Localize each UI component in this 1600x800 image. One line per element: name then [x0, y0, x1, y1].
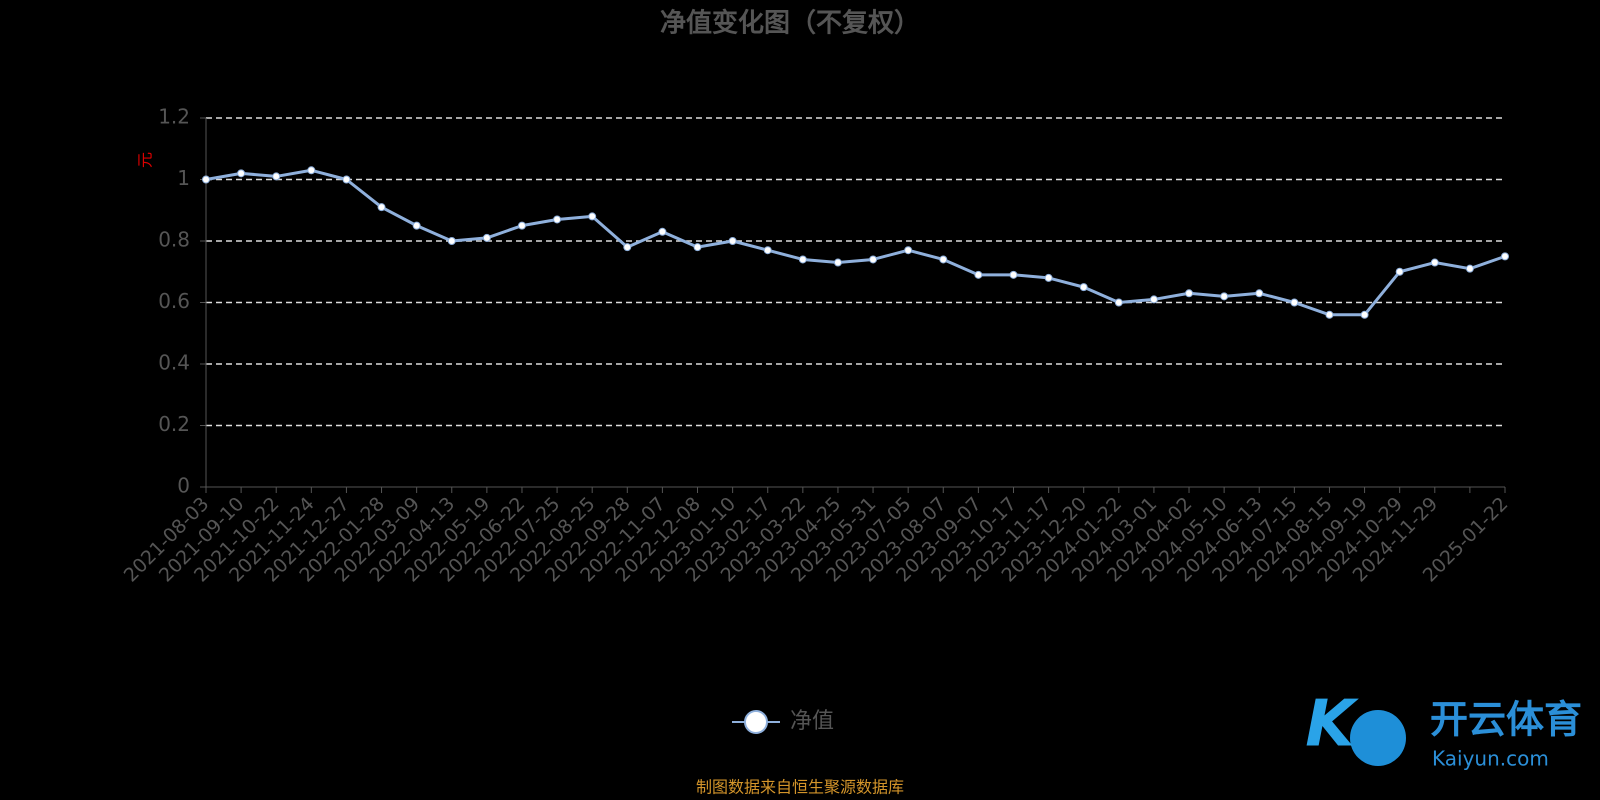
data-point — [869, 255, 878, 264]
data-point — [377, 203, 386, 212]
data-point — [342, 175, 351, 184]
y-tick-label: 1.2 — [158, 105, 190, 129]
data-point — [728, 237, 737, 245]
y-tick-label: 0 — [177, 474, 190, 498]
data-point — [1185, 289, 1194, 298]
data-point — [1079, 283, 1088, 292]
data-point — [1290, 298, 1299, 307]
legend-label: 净值 — [790, 709, 834, 734]
source-note: 制图数据来自恒生聚源数据库 — [696, 778, 904, 797]
data-point — [833, 258, 842, 267]
logo-ball — [1350, 710, 1406, 766]
data-point — [237, 169, 246, 178]
data-point — [482, 233, 491, 242]
data-point — [939, 255, 948, 264]
data-point — [553, 215, 562, 224]
data-point — [658, 227, 667, 236]
data-point — [623, 243, 632, 252]
watermark-brand: 开云体育 — [1430, 698, 1582, 742]
data-point — [202, 175, 210, 184]
data-point — [307, 166, 316, 175]
data-point — [1009, 270, 1018, 279]
y-tick-label: 0.8 — [158, 228, 190, 252]
data-point — [1360, 310, 1369, 319]
y-tick-label: 0.4 — [158, 351, 190, 375]
data-point — [412, 221, 421, 230]
data-point — [1430, 258, 1439, 267]
data-point — [1465, 264, 1474, 273]
data-point — [1395, 267, 1404, 276]
data-point — [272, 172, 281, 181]
data-point — [1114, 298, 1123, 307]
data-point — [798, 255, 807, 264]
data-point — [517, 221, 526, 230]
y-tick-label: 1 — [177, 166, 190, 190]
data-point — [693, 243, 702, 252]
y-tick-label: 0.6 — [158, 289, 190, 313]
data-point — [1325, 310, 1334, 319]
data-point — [447, 237, 456, 245]
y-axis-label: 元 — [136, 152, 155, 168]
chart-title: 净值变化图（不复权） — [660, 8, 920, 39]
data-point — [974, 270, 983, 279]
data-point — [588, 212, 597, 221]
data-point — [1220, 292, 1229, 301]
data-point — [1255, 289, 1264, 298]
y-tick-label: 0.2 — [158, 412, 190, 436]
data-point — [1149, 295, 1158, 304]
data-line — [205, 168, 1506, 317]
data-point — [1044, 273, 1053, 282]
data-point — [763, 246, 772, 255]
watermark: K 开云体育 Kaiyun.com — [1305, 688, 1582, 771]
legend-marker — [744, 710, 768, 734]
data-point — [1501, 252, 1509, 261]
data-point — [904, 246, 913, 255]
logo-letter: K — [1305, 688, 1359, 762]
watermark-site: Kaiyun.com — [1432, 747, 1549, 771]
